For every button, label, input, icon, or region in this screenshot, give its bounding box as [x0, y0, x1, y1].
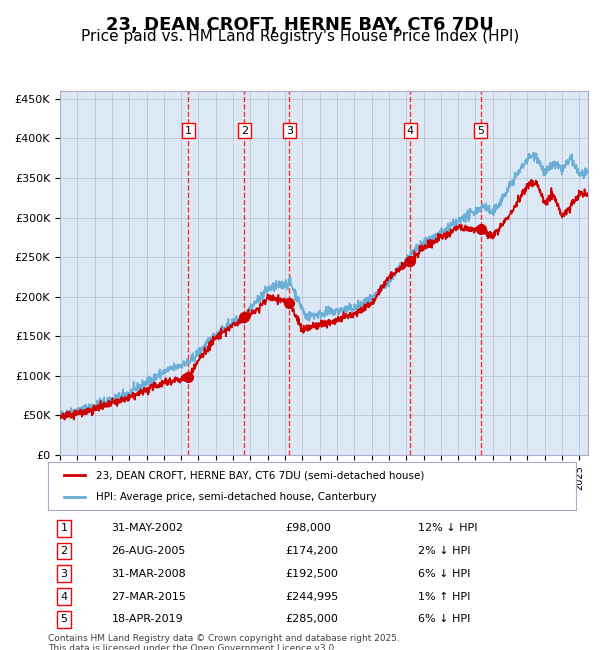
- Text: 3: 3: [61, 569, 67, 578]
- Text: 6% ↓ HPI: 6% ↓ HPI: [418, 614, 470, 624]
- Text: £244,995: £244,995: [286, 592, 339, 601]
- Text: 2: 2: [60, 546, 67, 556]
- Text: 4: 4: [60, 592, 67, 601]
- Text: Price paid vs. HM Land Registry's House Price Index (HPI): Price paid vs. HM Land Registry's House …: [81, 29, 519, 44]
- Text: 5: 5: [477, 125, 484, 136]
- Text: 2: 2: [241, 125, 248, 136]
- Text: 2% ↓ HPI: 2% ↓ HPI: [418, 546, 470, 556]
- Text: 18-APR-2019: 18-APR-2019: [112, 614, 183, 624]
- Text: £192,500: £192,500: [286, 569, 338, 578]
- Text: Contains HM Land Registry data © Crown copyright and database right 2025.
This d: Contains HM Land Registry data © Crown c…: [48, 634, 400, 650]
- Text: 6% ↓ HPI: 6% ↓ HPI: [418, 569, 470, 578]
- Text: 26-AUG-2005: 26-AUG-2005: [112, 546, 186, 556]
- Text: £285,000: £285,000: [286, 614, 338, 624]
- Text: 23, DEAN CROFT, HERNE BAY, CT6 7DU (semi-detached house): 23, DEAN CROFT, HERNE BAY, CT6 7DU (semi…: [95, 470, 424, 480]
- Text: 3: 3: [286, 125, 293, 136]
- Text: 27-MAR-2015: 27-MAR-2015: [112, 592, 186, 601]
- Text: HPI: Average price, semi-detached house, Canterbury: HPI: Average price, semi-detached house,…: [95, 491, 376, 502]
- Text: 1: 1: [61, 523, 67, 533]
- Text: 1% ↑ HPI: 1% ↑ HPI: [418, 592, 470, 601]
- Text: 31-MAR-2008: 31-MAR-2008: [112, 569, 186, 578]
- Text: 31-MAY-2002: 31-MAY-2002: [112, 523, 184, 533]
- Text: 23, DEAN CROFT, HERNE BAY, CT6 7DU: 23, DEAN CROFT, HERNE BAY, CT6 7DU: [106, 16, 494, 34]
- Text: £174,200: £174,200: [286, 546, 338, 556]
- Text: 5: 5: [61, 614, 67, 624]
- Text: £98,000: £98,000: [286, 523, 331, 533]
- Text: 4: 4: [407, 125, 414, 136]
- Text: 1: 1: [185, 125, 192, 136]
- Text: 12% ↓ HPI: 12% ↓ HPI: [418, 523, 477, 533]
